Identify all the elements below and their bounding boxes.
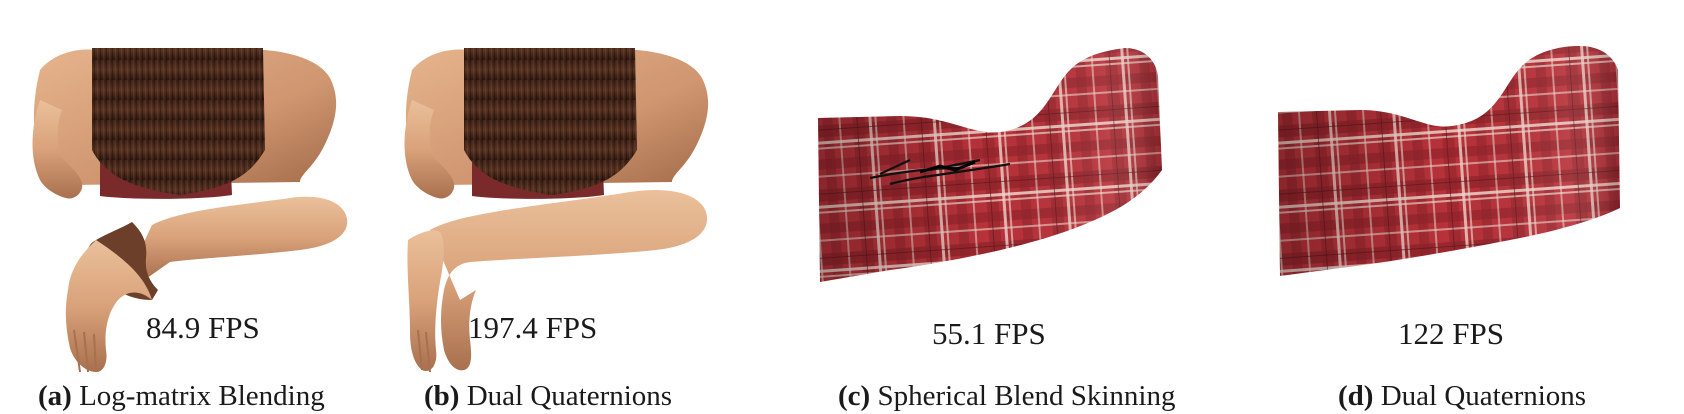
plaid-cloth-image <box>818 48 1162 282</box>
figure-caption: (c) Spherical Blend Skinning <box>838 382 1175 411</box>
caption-text: Dual Quaternions <box>466 380 673 412</box>
panel-c: 55.1 FPS (c) Spherical Blend Skinning <box>780 0 1220 414</box>
panel-d: 122 FPS (d) Dual Quaternions <box>1240 0 1684 414</box>
fps-label: 55.1 FPS <box>932 316 1046 351</box>
caption-tag: (d) <box>1338 380 1374 412</box>
panel-b: 197.4 FPS (b) Dual Quaternions <box>400 0 740 414</box>
character-arm-image <box>32 48 348 373</box>
caption-tag: (a) <box>38 380 72 412</box>
fps-label: 84.9 FPS <box>146 310 260 345</box>
figure-caption: (b) Dual Quaternions <box>424 382 672 411</box>
figure-caption: (d) Dual Quaternions <box>1338 382 1586 411</box>
caption-tag: (b) <box>424 380 460 412</box>
figure-caption: (a) Log-matrix Blending <box>38 382 325 411</box>
caption-text: Dual Quaternions <box>1380 380 1587 412</box>
plaid-cloth-image <box>1278 46 1620 276</box>
caption-text: Spherical Blend Skinning <box>877 380 1176 412</box>
panel-a: 84.9 FPS (a) Log-matrix Blending <box>0 0 420 414</box>
caption-text: Log-matrix Blending <box>79 380 325 412</box>
caption-tag: (c) <box>838 380 871 412</box>
character-arm-image <box>404 48 709 373</box>
fps-label: 122 FPS <box>1398 316 1504 351</box>
fps-label: 197.4 FPS <box>468 310 598 345</box>
